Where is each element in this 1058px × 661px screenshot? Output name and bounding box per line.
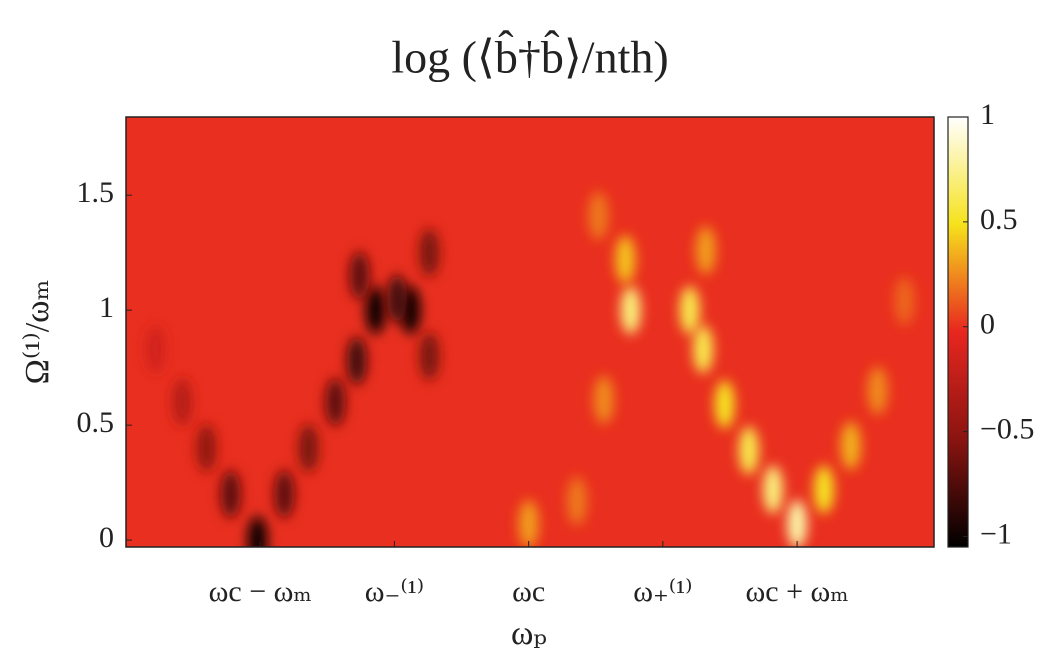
plot-frame — [125, 116, 935, 548]
x-axis-label: ωₚ — [511, 615, 547, 652]
colorbar-tick-label: −0.5 — [980, 413, 1034, 446]
heatmap-peak — [762, 465, 783, 514]
heatmap-peak — [325, 378, 346, 427]
chart-title: log (⟨b̂†b̂⟩/nth) — [391, 29, 668, 83]
heatmap-peak — [840, 421, 861, 470]
heatmap-peak — [220, 470, 241, 519]
heatmap-peak — [419, 228, 440, 277]
heatmap-peak — [588, 191, 609, 240]
heatmap-peak — [593, 375, 614, 424]
colorbar-tick-label: 0 — [980, 308, 995, 341]
y-tick-label: 0.5 — [77, 406, 115, 439]
x-tick-label: ω₊⁽¹⁾ — [633, 575, 692, 608]
y-tick-label: 0 — [99, 521, 114, 554]
x-tick-label: ωc — [512, 575, 545, 608]
colorbar-tick-label: 1 — [980, 98, 995, 131]
heatmap-peak — [298, 424, 319, 473]
x-tick-label: ωc − ωₘ — [209, 575, 312, 608]
heatmap-peak — [247, 516, 268, 547]
y-tick-label: 1.5 — [77, 176, 115, 209]
colorbar-tick-label: 0.5 — [980, 203, 1018, 236]
heatmap-peak — [172, 378, 193, 427]
heatmap-peak — [387, 274, 408, 323]
heatmap-peak — [518, 500, 539, 547]
heatmap-peak — [738, 426, 759, 475]
heatmap-peak — [813, 465, 834, 514]
heatmap-peak — [615, 235, 636, 284]
colorbar-tick-label: −1 — [980, 517, 1012, 550]
heatmap-peak — [145, 325, 166, 374]
y-axis-label: Ω⁽¹⁾/ωₘ — [19, 280, 56, 385]
heatmap-peak — [346, 336, 367, 385]
x-tick-label: ωc + ωₘ — [746, 575, 849, 608]
heatmap-peak — [620, 286, 641, 335]
x-tick-label: ω₋⁽¹⁾ — [365, 575, 424, 608]
heatmap-peak — [274, 470, 295, 519]
heatmap-peak — [679, 286, 700, 335]
heatmap-peak — [566, 477, 587, 526]
heatmap-peak — [365, 286, 386, 335]
heatmap-peak — [196, 424, 217, 473]
y-tick-label: 1 — [99, 291, 114, 324]
heatmap-cells — [145, 191, 915, 547]
heatmap-peak — [693, 325, 714, 374]
colorbar — [947, 116, 969, 548]
heatmap-peak — [894, 276, 915, 325]
heatmap-peak — [787, 500, 808, 547]
heatmap-peak — [867, 366, 888, 415]
heatmap-peak — [714, 380, 735, 429]
heatmap-peak — [695, 226, 716, 275]
heatmap-peak — [419, 332, 440, 381]
heatmap-background — [126, 117, 934, 547]
heatmap-peak — [349, 251, 370, 300]
